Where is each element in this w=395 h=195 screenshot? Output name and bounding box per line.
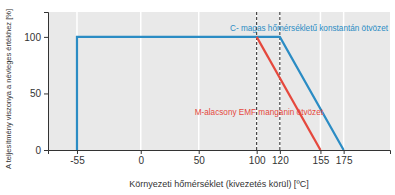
y-tick-label: 0 (35, 145, 41, 156)
x-tick-label: -55 (70, 155, 85, 166)
x-tick-label: 50 (194, 155, 206, 166)
x-tick: 155 (313, 150, 330, 166)
x-tick-mark (141, 150, 142, 154)
x-tick: 120 (272, 150, 289, 166)
x-axis-line (49, 151, 391, 155)
y-tick-label: 50 (30, 88, 42, 99)
plot: -55 0 50 100 120 155 175 0 50 100 C- magas hőmérsé… (24, 12, 390, 166)
x-tick: -55 (70, 150, 85, 166)
series-line (77, 37, 344, 150)
x-axis-title: Környezeti hőmérséklet (kivezetés körül)… (129, 179, 308, 189)
x-tick-mark (257, 150, 258, 154)
x-tick-mark (344, 150, 345, 154)
series-line (257, 37, 321, 150)
y-tick: 100 (24, 32, 48, 43)
y-tick: 50 (30, 88, 48, 99)
x-tick-label: 100 (249, 155, 266, 166)
x-tick-mark (320, 150, 321, 154)
x-tick-label: 175 (336, 155, 353, 166)
chart: -55 0 50 100 120 155 175 0 50 100 C- magas hőmérsé… (0, 0, 395, 195)
y-axis-line (44, 13, 49, 151)
y-tick-mark (44, 150, 48, 151)
x-tick: 175 (336, 150, 353, 166)
y-tick-label: 100 (24, 32, 41, 43)
y-tick-mark (44, 37, 48, 38)
plot-background (48, 12, 390, 150)
grid-line (198, 12, 200, 150)
series-label: M-alacsony EMF manganin ötvözet (195, 108, 324, 117)
y-axis: 0 50 100 (24, 13, 48, 156)
grid-line (140, 12, 142, 150)
x-tick: 50 (194, 150, 206, 166)
x-tick-mark (199, 150, 200, 154)
x-tick-label: 0 (138, 155, 144, 166)
y-axis-title: A teljesítmény viszonya a névleges érték… (4, 9, 13, 169)
y-tick: 0 (35, 145, 48, 156)
x-tick-mark (280, 150, 281, 154)
x-tick: 0 (138, 150, 144, 166)
x-tick: 100 (249, 150, 266, 166)
x-tick-label: 120 (272, 155, 289, 166)
x-tick-mark (77, 150, 78, 154)
x-axis: -55 0 50 100 120 155 175 (49, 150, 391, 166)
x-tick-label: 155 (313, 155, 330, 166)
y-tick-mark (44, 93, 48, 94)
series-label: C- magas hőmérsékletű konstantán ötvözet (230, 24, 389, 33)
